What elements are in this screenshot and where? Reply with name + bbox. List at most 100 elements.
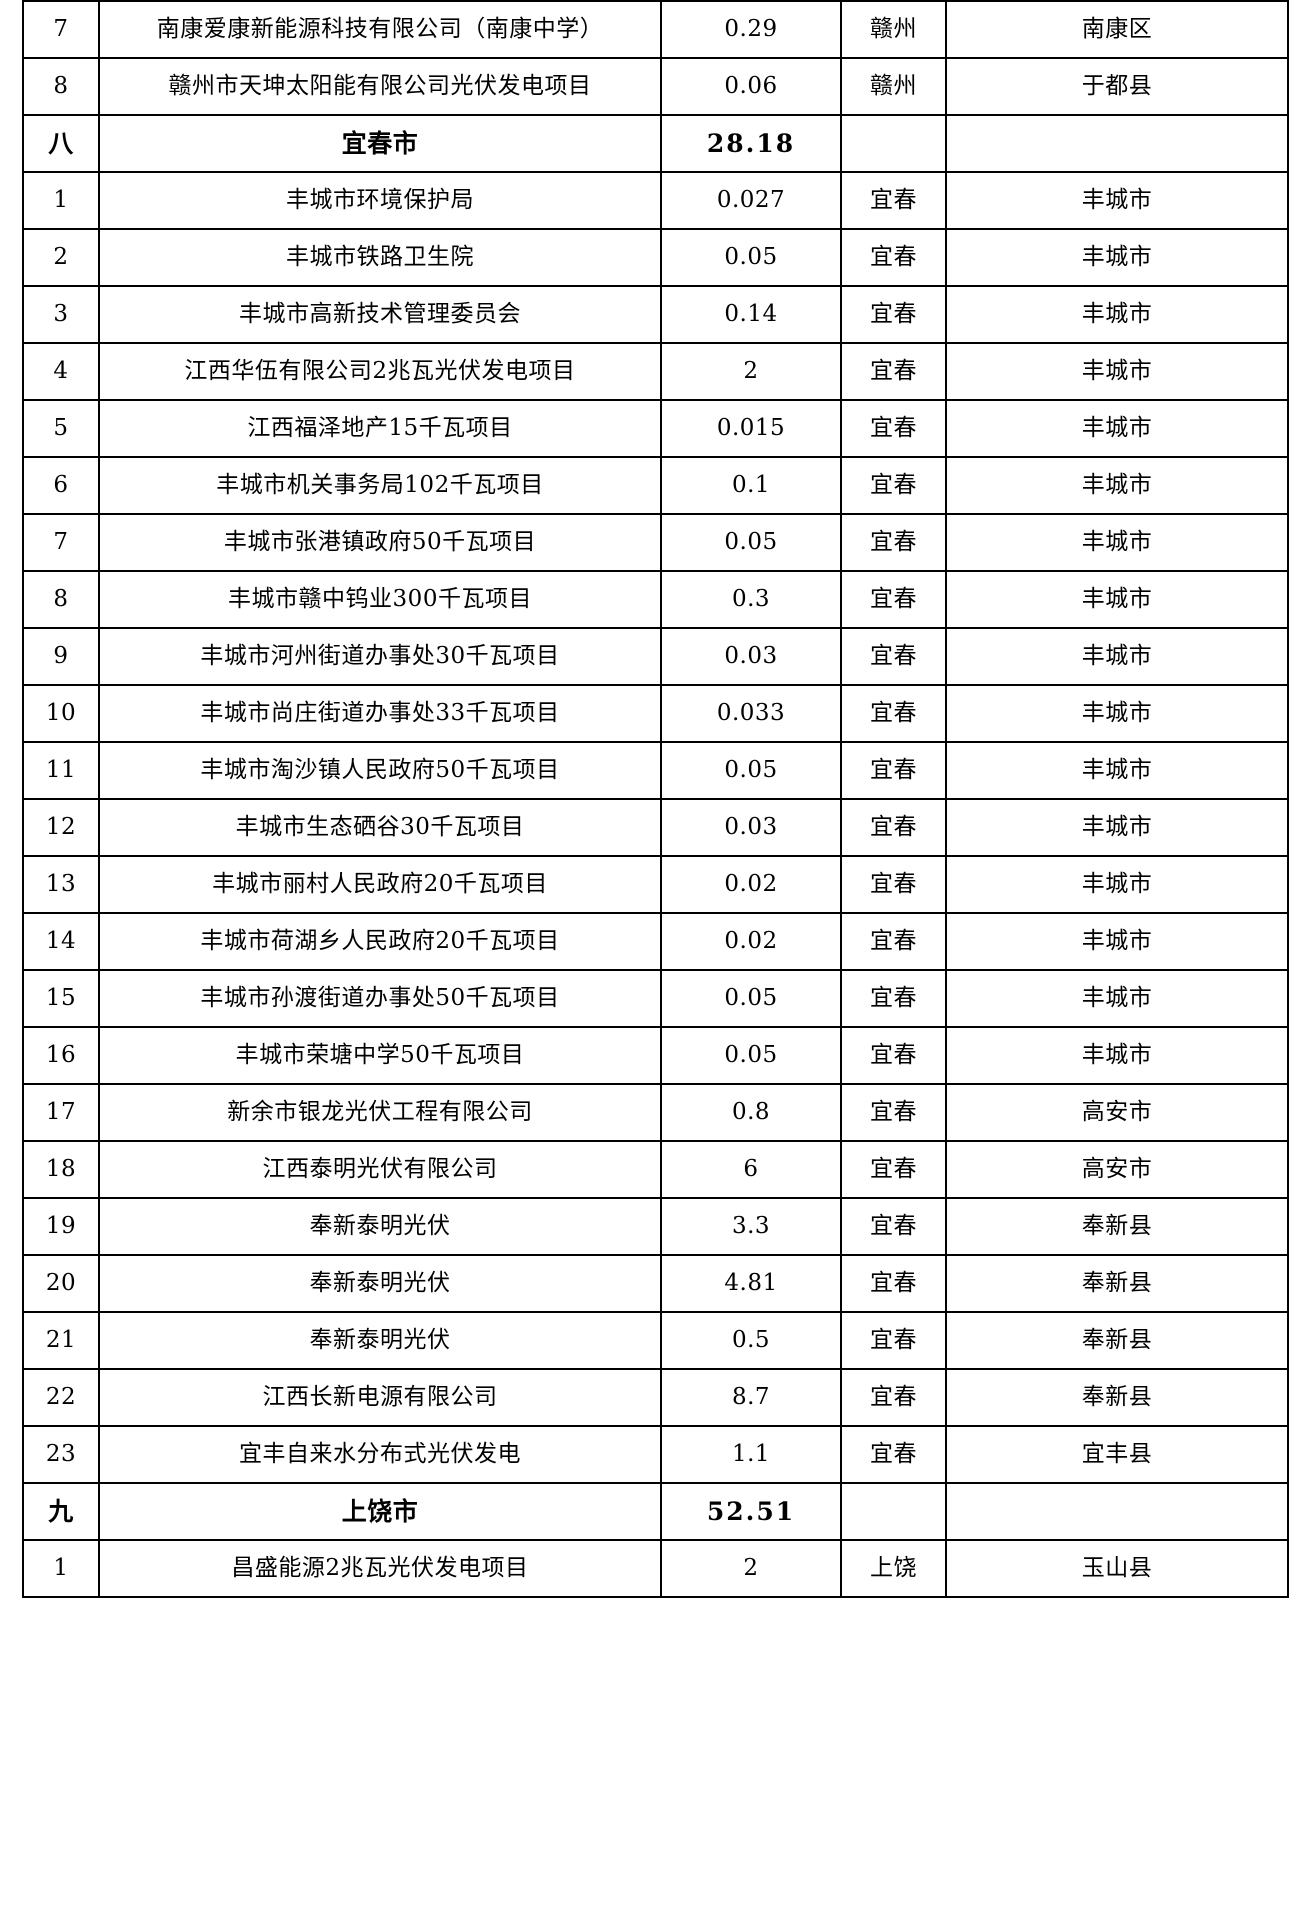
table-row: 23 宜丰自来水分布式光伏发电 1.1 宜春 宜丰县 bbox=[22, 1425, 1289, 1484]
capacity-value-cell: 0.05 bbox=[660, 741, 842, 800]
table-row: 12 丰城市生态硒谷30千瓦项目 0.03 宜春 丰城市 bbox=[22, 798, 1289, 857]
table-row: 3 丰城市高新技术管理委员会 0.14 宜春 丰城市 bbox=[22, 285, 1289, 344]
table-row: 13 丰城市丽村人民政府20千瓦项目 0.02 宜春 丰城市 bbox=[22, 855, 1289, 914]
project-name-cell: 丰城市荷湖乡人民政府20千瓦项目 bbox=[98, 912, 662, 971]
county-cell: 丰城市 bbox=[945, 399, 1289, 458]
table-row: 7 丰城市张港镇政府50千瓦项目 0.05 宜春 丰城市 bbox=[22, 513, 1289, 572]
city-cell: 宜春 bbox=[840, 684, 947, 743]
county-cell: 丰城市 bbox=[945, 456, 1289, 515]
county-cell: 丰城市 bbox=[945, 627, 1289, 686]
table-row: 21 奉新泰明光伏 0.5 宜春 奉新县 bbox=[22, 1311, 1289, 1370]
row-index-cell: 2 bbox=[22, 228, 100, 287]
county-cell: 玉山县 bbox=[945, 1539, 1289, 1598]
project-list-table: 7 南康爱康新能源科技有限公司（南康中学） 0.29 赣州 南康区 8 赣州市天坤太阳能有限… bbox=[22, 0, 1289, 1598]
city-cell: 赣州 bbox=[840, 0, 947, 59]
table-row: 19 奉新泰明光伏 3.3 宜春 奉新县 bbox=[22, 1197, 1289, 1256]
row-index-cell: 11 bbox=[22, 741, 100, 800]
row-index-cell: 4 bbox=[22, 342, 100, 401]
table-row: 17 新余市银龙光伏工程有限公司 0.8 宜春 高安市 bbox=[22, 1083, 1289, 1142]
row-index-cell: 21 bbox=[22, 1311, 100, 1370]
row-index-cell: 14 bbox=[22, 912, 100, 971]
city-cell: 宜春 bbox=[840, 1368, 947, 1427]
city-cell: 上饶 bbox=[840, 1539, 947, 1598]
project-name-cell: 丰城市张港镇政府50千瓦项目 bbox=[98, 513, 662, 572]
city-cell: 宜春 bbox=[840, 855, 947, 914]
capacity-value-cell: 2 bbox=[660, 342, 842, 401]
row-index-cell: 8 bbox=[22, 57, 100, 116]
project-name-cell: 丰城市尚庄街道办事处33千瓦项目 bbox=[98, 684, 662, 743]
row-index-cell: 1 bbox=[22, 171, 100, 230]
project-name-cell: 丰城市荣塘中学50千瓦项目 bbox=[98, 1026, 662, 1085]
city-cell: 宜春 bbox=[840, 741, 947, 800]
project-name-cell: 奉新泰明光伏 bbox=[98, 1254, 662, 1313]
table-row: 20 奉新泰明光伏 4.81 宜春 奉新县 bbox=[22, 1254, 1289, 1313]
table-group-row: 八宜春市 28.18 bbox=[22, 114, 1289, 173]
project-name-cell: 丰城市机关事务局102千瓦项目 bbox=[98, 456, 662, 515]
capacity-value-cell: 0.015 bbox=[660, 399, 842, 458]
capacity-value-cell: 3.3 bbox=[660, 1197, 842, 1256]
project-name-cell: 丰城市淘沙镇人民政府50千瓦项目 bbox=[98, 741, 662, 800]
capacity-value-cell: 0.05 bbox=[660, 969, 842, 1028]
row-index-cell: 19 bbox=[22, 1197, 100, 1256]
capacity-value-cell: 0.5 bbox=[660, 1311, 842, 1370]
row-index-cell: 3 bbox=[22, 285, 100, 344]
project-name-cell: 宜丰自来水分布式光伏发电 bbox=[98, 1425, 662, 1484]
row-index-cell: 1 bbox=[22, 1539, 100, 1598]
city-cell: 宜春 bbox=[840, 513, 947, 572]
table-row: 5 江西福泽地产15千瓦项目 0.015 宜春 丰城市 bbox=[22, 399, 1289, 458]
county-cell: 奉新县 bbox=[945, 1254, 1289, 1313]
table-body: 7 南康爱康新能源科技有限公司（南康中学） 0.29 赣州 南康区 8 赣州市天坤太阳能有限… bbox=[22, 0, 1289, 1598]
county-cell: 宜丰县 bbox=[945, 1425, 1289, 1484]
row-index-cell: 13 bbox=[22, 855, 100, 914]
row-index-cell: 15 bbox=[22, 969, 100, 1028]
county-cell: 丰城市 bbox=[945, 798, 1289, 857]
table-row: 16 丰城市荣塘中学50千瓦项目 0.05 宜春 丰城市 bbox=[22, 1026, 1289, 1085]
project-name-cell: 丰城市丽村人民政府20千瓦项目 bbox=[98, 855, 662, 914]
city-cell: 宜春 bbox=[840, 1140, 947, 1199]
capacity-value-cell: 0.8 bbox=[660, 1083, 842, 1142]
row-index-cell: 22 bbox=[22, 1368, 100, 1427]
table-row: 7 南康爱康新能源科技有限公司（南康中学） 0.29 赣州 南康区 bbox=[22, 0, 1289, 59]
table-row: 1 丰城市环境保护局 0.027 宜春 丰城市 bbox=[22, 171, 1289, 230]
capacity-value-cell: 0.06 bbox=[660, 57, 842, 116]
capacity-value-cell: 0.05 bbox=[660, 228, 842, 287]
capacity-value-cell: 0.05 bbox=[660, 1026, 842, 1085]
capacity-value-cell: 2 bbox=[660, 1539, 842, 1598]
city-cell: 宜春 bbox=[840, 285, 947, 344]
county-cell: 丰城市 bbox=[945, 855, 1289, 914]
county-cell: 丰城市 bbox=[945, 741, 1289, 800]
capacity-value-cell: 0.05 bbox=[660, 513, 842, 572]
table-group-row: 九上饶市 52.51 bbox=[22, 1482, 1289, 1541]
capacity-value-cell: 1.1 bbox=[660, 1425, 842, 1484]
table-row: 14 丰城市荷湖乡人民政府20千瓦项目 0.02 宜春 丰城市 bbox=[22, 912, 1289, 971]
table-row: 22 江西长新电源有限公司 8.7 宜春 奉新县 bbox=[22, 1368, 1289, 1427]
project-name-cell: 丰城市生态硒谷30千瓦项目 bbox=[98, 798, 662, 857]
city-cell: 宜春 bbox=[840, 1197, 947, 1256]
capacity-value-cell: 8.7 bbox=[660, 1368, 842, 1427]
table-row: 8 丰城市赣中钨业300千瓦项目 0.3 宜春 丰城市 bbox=[22, 570, 1289, 629]
county-cell: 丰城市 bbox=[945, 1026, 1289, 1085]
city-cell: 宜春 bbox=[840, 1083, 947, 1142]
city-cell bbox=[840, 114, 947, 173]
city-cell: 宜春 bbox=[840, 399, 947, 458]
capacity-value-cell: 0.14 bbox=[660, 285, 842, 344]
row-index-cell: 8 bbox=[22, 570, 100, 629]
row-index-cell: 16 bbox=[22, 1026, 100, 1085]
capacity-value-cell: 0.02 bbox=[660, 855, 842, 914]
table-row: 2 丰城市铁路卫生院 0.05 宜春 丰城市 bbox=[22, 228, 1289, 287]
capacity-value-cell: 0.03 bbox=[660, 627, 842, 686]
project-name-cell: 丰城市河州街道办事处30千瓦项目 bbox=[98, 627, 662, 686]
county-cell: 奉新县 bbox=[945, 1368, 1289, 1427]
county-cell: 丰城市 bbox=[945, 285, 1289, 344]
row-index-cell: 6 bbox=[22, 456, 100, 515]
county-cell bbox=[945, 114, 1289, 173]
project-name-cell: 江西长新电源有限公司 bbox=[98, 1368, 662, 1427]
county-cell: 奉新县 bbox=[945, 1311, 1289, 1370]
capacity-value-cell: 0.3 bbox=[660, 570, 842, 629]
row-index-cell: 7 bbox=[22, 513, 100, 572]
project-name-cell: 新余市银龙光伏工程有限公司 bbox=[98, 1083, 662, 1142]
table-row: 18 江西泰明光伏有限公司 6 宜春 高安市 bbox=[22, 1140, 1289, 1199]
table-row: 11 丰城市淘沙镇人民政府50千瓦项目 0.05 宜春 丰城市 bbox=[22, 741, 1289, 800]
table-row: 1 昌盛能源2兆瓦光伏发电项目 2 上饶 玉山县 bbox=[22, 1539, 1289, 1598]
